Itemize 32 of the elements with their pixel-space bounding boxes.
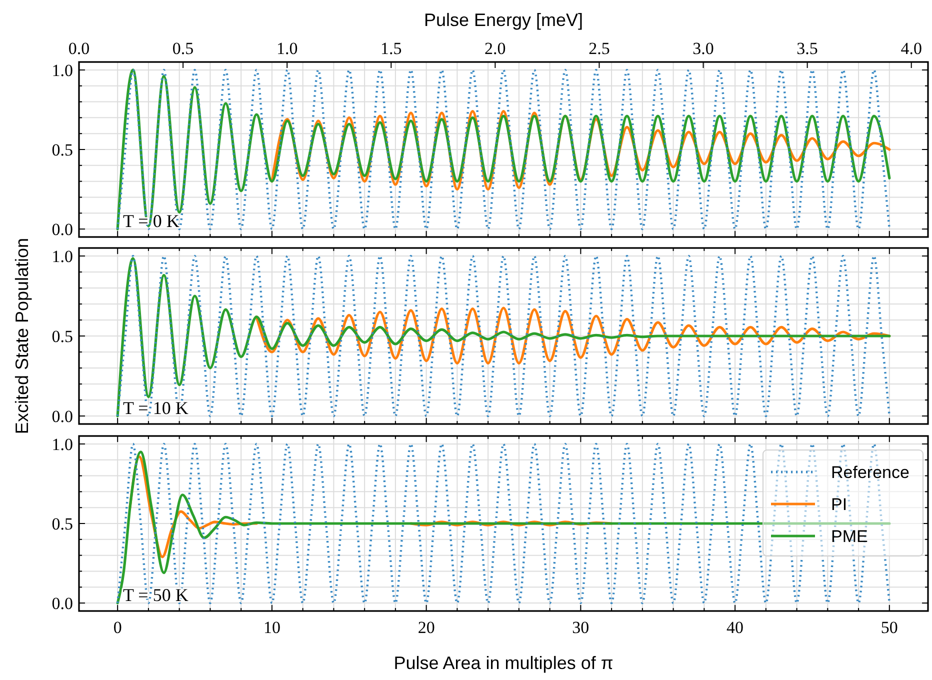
annotation: T = 10 K	[123, 398, 188, 418]
y-tick-label: 1.0	[52, 60, 73, 80]
y-tick-label: 0.0	[52, 594, 73, 614]
legend-label: PME	[831, 527, 868, 546]
x2-tick-label: 1.5	[380, 39, 402, 58]
x2-tick-label: 0.5	[172, 39, 194, 58]
annotation: T = 50 K	[123, 585, 188, 605]
x2-tick-label: 2.5	[588, 39, 610, 58]
x-tick-label: 10	[263, 618, 280, 637]
y-tick-label: 1.0	[52, 247, 73, 266]
x2-tick-label: 3.0	[692, 39, 714, 58]
x-axis-title: Pulse Area in multiples of π	[394, 653, 614, 673]
x-tick-label: 40	[726, 618, 744, 637]
y-tick-label: 0.5	[52, 140, 73, 160]
x2-tick-label: 1.0	[276, 39, 298, 58]
x-tick-label: 50	[880, 618, 898, 637]
y-tick-label: 0.5	[52, 327, 73, 346]
x2-tick-label: 4.0	[900, 39, 922, 58]
x2-tick-label: 3.5	[796, 39, 818, 58]
y-tick-label: 0.0	[52, 220, 73, 240]
x-tick-label: 0	[113, 618, 122, 637]
x2-tick-label: 0.0	[68, 39, 90, 58]
x2-axis-title: Pulse Energy [meV]	[424, 10, 584, 30]
y-tick-label: 0.5	[52, 514, 73, 534]
y-tick-label: 1.0	[52, 434, 73, 454]
x-tick-label: 20	[418, 618, 435, 637]
x2-tick-label: 2.0	[484, 39, 506, 58]
legend-label: Reference	[831, 463, 910, 482]
x-tick-label: 30	[572, 618, 590, 637]
y-axis-title: Excited State Population	[12, 238, 32, 434]
y-tick-label: 0.0	[52, 407, 73, 426]
legend-label: PI	[831, 495, 848, 514]
